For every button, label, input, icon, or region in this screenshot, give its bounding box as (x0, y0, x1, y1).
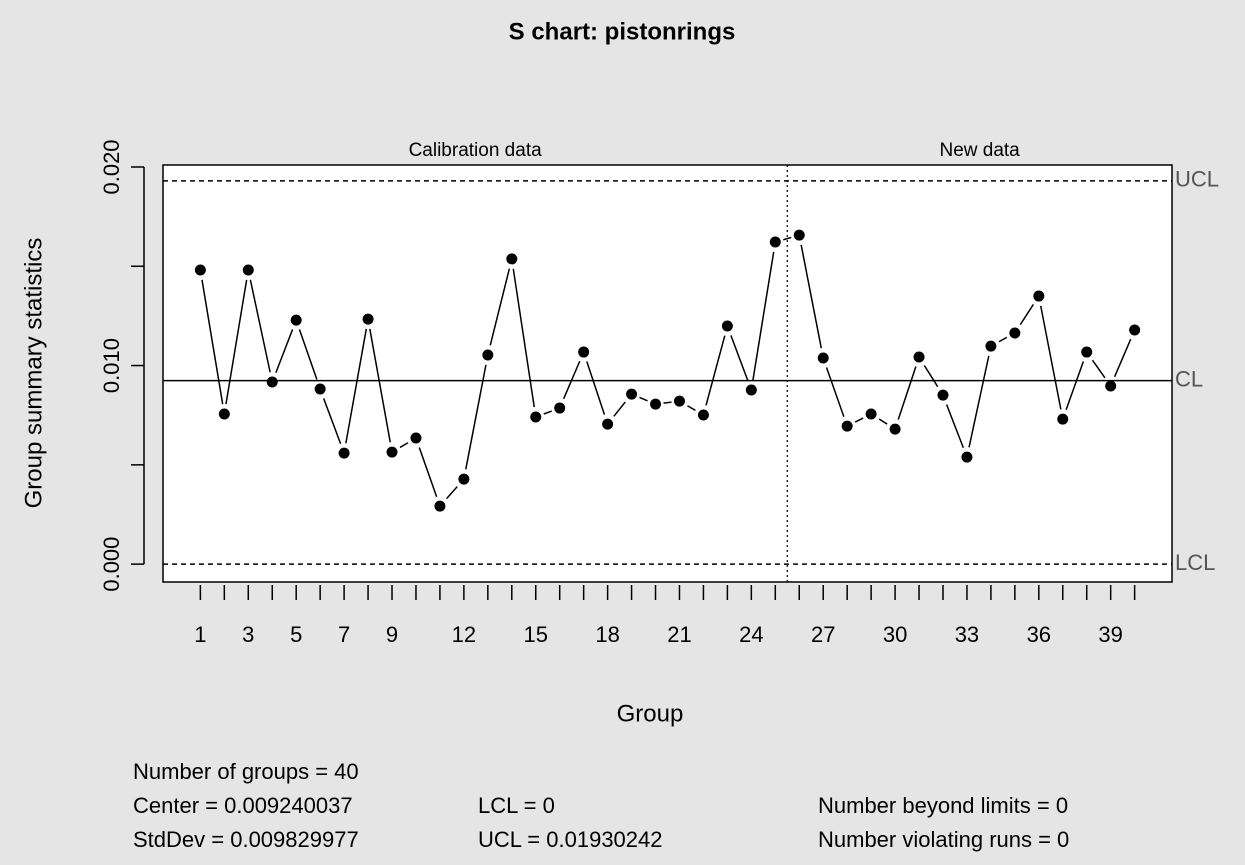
data-point (1057, 413, 1069, 425)
data-point (1033, 290, 1045, 302)
data-point (913, 351, 925, 363)
limit-label: LCL (1175, 550, 1215, 575)
data-point (362, 313, 374, 325)
summary-stat: UCL = 0.01930242 (478, 827, 663, 852)
data-point (721, 320, 733, 332)
data-point (410, 432, 422, 444)
x-tick-label: 24 (739, 622, 763, 647)
data-point (673, 395, 685, 407)
summary-stat: Number of groups = 40 (133, 759, 359, 784)
data-point (482, 349, 494, 361)
summary-stat: LCL = 0 (478, 793, 555, 818)
summary-stat: Center = 0.009240037 (133, 793, 353, 818)
data-point (458, 473, 470, 485)
data-point (386, 446, 398, 458)
x-tick-label: 9 (386, 622, 398, 647)
x-tick-label: 39 (1098, 622, 1122, 647)
data-point (1081, 346, 1093, 358)
data-point (1105, 380, 1117, 392)
data-point (554, 402, 566, 414)
data-point (937, 389, 949, 401)
data-point (242, 264, 254, 276)
x-tick-label: 18 (595, 622, 619, 647)
limit-label: UCL (1175, 167, 1219, 192)
data-point (793, 229, 805, 241)
x-tick-label: 3 (242, 622, 254, 647)
data-point (817, 352, 829, 364)
summary-stat: StdDev = 0.009829977 (133, 827, 359, 852)
x-axis-label: Group (617, 700, 684, 727)
data-line (201, 236, 1132, 500)
data-point (506, 253, 518, 265)
x-tick-label: 1 (194, 622, 206, 647)
data-point (865, 408, 877, 420)
data-point (434, 500, 446, 512)
x-tick-label: 7 (338, 622, 350, 647)
data-point (1009, 327, 1021, 339)
summary-stat: Number violating runs = 0 (818, 827, 1069, 852)
data-point (266, 376, 278, 388)
data-point (889, 423, 901, 435)
data-point (985, 340, 997, 352)
x-tick-label: 12 (452, 622, 476, 647)
data-point (290, 314, 302, 326)
data-point (769, 236, 781, 248)
summary-stat: Number beyond limits = 0 (818, 793, 1068, 818)
x-tick-label: 27 (811, 622, 835, 647)
y-tick-label: 0.020 (99, 139, 124, 194)
plot-area (162, 164, 1173, 583)
data-point (314, 383, 326, 395)
data-point (338, 447, 350, 459)
y-tick-label: 0.000 (99, 537, 124, 592)
x-tick-label: 15 (524, 622, 548, 647)
data-point (602, 418, 614, 430)
data-point (841, 420, 853, 432)
section-label: Calibration data (409, 140, 543, 161)
data-point (194, 264, 206, 276)
y-axis-label: Group summary statistics (20, 238, 47, 509)
x-tick-label: 36 (1027, 622, 1051, 647)
x-tick-label: 33 (955, 622, 979, 647)
x-tick-label: 30 (883, 622, 907, 647)
data-point (530, 411, 542, 423)
section-label: New data (939, 140, 1020, 161)
x-tick-label: 5 (290, 622, 302, 647)
chart-title: S chart: pistonrings (509, 18, 736, 45)
data-point (1129, 324, 1141, 336)
data-point (578, 346, 590, 358)
data-point (650, 398, 662, 410)
data-point (961, 451, 973, 463)
x-tick-label: 21 (667, 622, 691, 647)
limit-label: CL (1175, 366, 1203, 391)
data-point (745, 384, 757, 396)
y-tick-label: 0.010 (99, 338, 124, 393)
data-point (697, 409, 709, 421)
data-point (218, 408, 230, 420)
data-point (626, 388, 638, 400)
